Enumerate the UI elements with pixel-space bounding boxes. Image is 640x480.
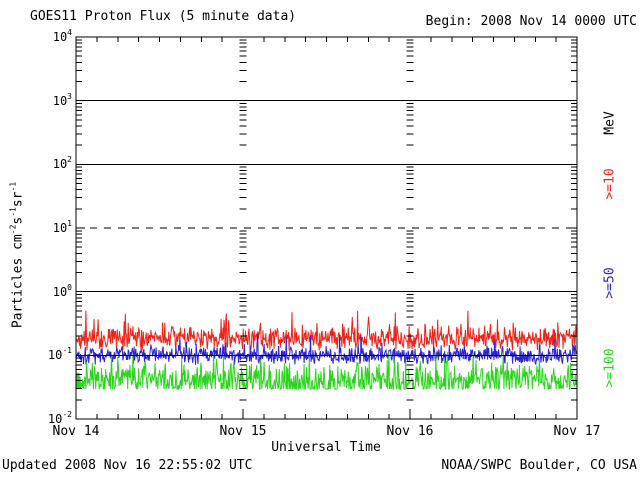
chart-title: GOES11 Proton Flux (5 minute data) [30,9,297,24]
y-tick-label-1e-1: 10-1 [47,346,72,363]
series-proton-flux-ge10MeV [75,310,578,351]
y-tick-label-1e4: 104 [52,28,72,45]
x-tick-label: Nov 16 [386,424,434,439]
x-tick-label: Nov 17 [553,424,601,439]
y-tick-label-1e-2: 10-2 [47,410,72,427]
legend-label-proton-flux-ge50MeV: >=50 [602,267,618,299]
x-tick-label: Nov 15 [219,424,267,439]
y-tick-label-1e1: 101 [52,219,72,236]
legend-label-proton-flux-ge100MeV: >=100 [602,348,618,388]
series-proton-flux-ge100MeV [75,352,578,391]
credit-label: NOAA/SWPC Boulder, CO USA [441,458,637,473]
plot-frame [75,36,578,420]
x-axis-title: Universal Time [271,440,381,455]
y-tick-label-1e0: 100 [52,282,72,299]
y-tick-label-1e2: 102 [52,155,72,172]
legend-units-label: MeV [602,111,618,135]
updated-timestamp: Updated 2008 Nov 16 22:55:02 UTC [2,458,253,473]
y-tick-label-1e3: 103 [52,91,72,108]
x-tick-label: Nov 14 [52,424,100,439]
series-proton-flux-ge50MeV [75,333,578,365]
begin-time-label: Begin: 2008 Nov 14 0000 UTC [425,14,637,29]
legend-label-proton-flux-ge10MeV: >=10 [602,168,618,200]
